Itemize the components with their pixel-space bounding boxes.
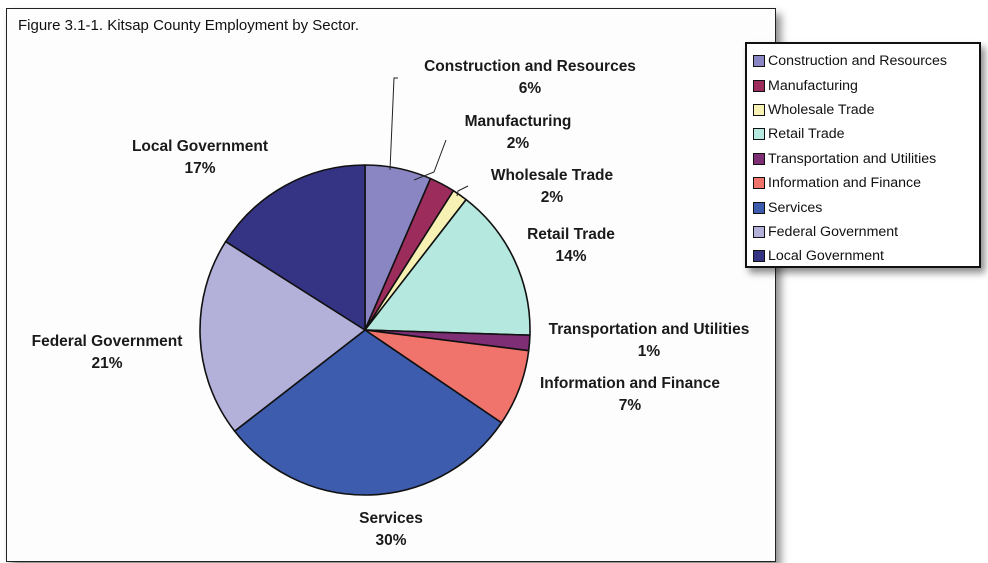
leader-line bbox=[413, 139, 447, 181]
slice-label: Retail Trade 14% bbox=[527, 226, 615, 265]
legend-item: Local Government bbox=[753, 244, 979, 268]
legend-label: Transportation and Utilities bbox=[768, 150, 937, 167]
legend-item: Wholesale Trade bbox=[753, 98, 979, 122]
legend-label: Federal Government bbox=[768, 223, 899, 240]
slice-label: Information and Finance 7% bbox=[540, 375, 720, 414]
slice-label: Services 30% bbox=[359, 510, 423, 549]
slice-label: Manufacturing 2% bbox=[465, 113, 572, 152]
legend-label: Construction and Resources bbox=[768, 53, 948, 70]
slice-label: Federal Government 21% bbox=[32, 333, 183, 372]
legend-swatch bbox=[753, 55, 765, 68]
legend-swatch bbox=[753, 103, 765, 116]
pie-slice-services bbox=[233, 329, 503, 496]
legend-swatch bbox=[753, 152, 765, 165]
legend-label: Information and Finance bbox=[768, 175, 922, 192]
legend-item: Construction and Resources bbox=[753, 49, 979, 73]
legend-item: Federal Government bbox=[753, 220, 979, 244]
leader-line bbox=[389, 77, 398, 171]
legend-swatch bbox=[753, 177, 765, 190]
legend-item: Services bbox=[753, 195, 979, 219]
legend-swatch bbox=[753, 128, 765, 141]
legend-swatch bbox=[753, 225, 765, 238]
legend-item: Manufacturing bbox=[753, 73, 979, 97]
leader-line bbox=[456, 185, 469, 197]
legend-label: Local Government bbox=[768, 248, 884, 265]
legend-swatch bbox=[753, 201, 765, 214]
chart-legend: Construction and Resources Manufacturing W… bbox=[745, 42, 981, 268]
legend-item: Information and Finance bbox=[753, 171, 979, 195]
legend-item: Retail Trade bbox=[753, 122, 979, 146]
legend-swatch bbox=[753, 79, 765, 92]
legend-swatch bbox=[753, 250, 765, 263]
slice-label: Wholesale Trade 2% bbox=[491, 167, 614, 206]
pie-slice-local-government bbox=[224, 164, 366, 331]
legend-label: Wholesale Trade bbox=[768, 101, 875, 118]
chart-title: Figure 3.1-1. Kitsap County Employment b… bbox=[18, 17, 359, 34]
slice-label: Construction and Resources 6% bbox=[424, 58, 636, 97]
legend-label: Retail Trade bbox=[768, 126, 845, 143]
pie-slice-federal-government bbox=[199, 240, 366, 432]
slice-label: Transportation and Utilities 1% bbox=[549, 321, 750, 360]
legend-item: Transportation and Utilities bbox=[753, 147, 979, 171]
pie-slice-retail-trade bbox=[364, 198, 531, 336]
legend-label: Services bbox=[768, 199, 823, 216]
legend-label: Manufacturing bbox=[768, 77, 858, 94]
slice-label: Local Government 17% bbox=[132, 138, 268, 177]
